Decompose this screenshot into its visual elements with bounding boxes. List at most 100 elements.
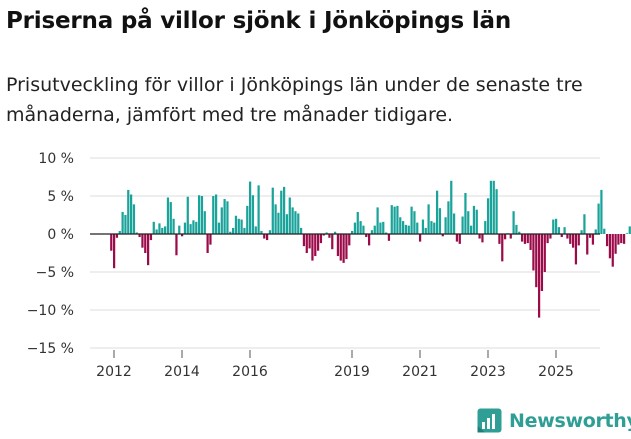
bar [127, 189, 130, 234]
bar [257, 185, 260, 234]
bar [523, 234, 527, 244]
bar [495, 189, 498, 234]
bar [172, 218, 175, 234]
bar [520, 234, 524, 242]
bar [277, 212, 280, 234]
bar [121, 211, 124, 234]
bar [240, 219, 243, 234]
bar [308, 234, 311, 249]
bar [333, 231, 337, 234]
y-tick-label: 0 % [47, 227, 74, 243]
bar [603, 228, 606, 234]
bar [192, 220, 195, 234]
bar [348, 234, 351, 246]
bar [410, 206, 413, 234]
bar [299, 227, 303, 234]
bar [455, 234, 459, 242]
bar [305, 234, 308, 253]
bar [518, 231, 521, 234]
bar [147, 234, 150, 266]
y-tick-label: −5 % [36, 265, 74, 281]
bar [427, 204, 430, 234]
bar [552, 219, 555, 234]
bar [373, 225, 376, 234]
bar [243, 227, 246, 234]
bar [274, 204, 277, 234]
bar [441, 234, 444, 237]
bar [407, 225, 410, 234]
bar [282, 186, 286, 234]
bar [540, 234, 544, 291]
bar [577, 234, 580, 246]
bar [447, 201, 450, 234]
bar [580, 230, 583, 234]
bar [328, 234, 331, 238]
bar [376, 207, 379, 234]
bar [229, 231, 232, 234]
bar [226, 201, 229, 234]
bar [263, 234, 266, 239]
bar [359, 221, 362, 234]
bar [350, 230, 354, 234]
x-tick-label: 2025 [538, 364, 574, 380]
bar [608, 234, 612, 259]
newsworthy-logo-icon [477, 408, 502, 433]
bar [384, 232, 388, 234]
bar [404, 224, 408, 234]
bar [214, 194, 218, 234]
bar [345, 234, 348, 260]
bar [353, 222, 357, 234]
bar [246, 205, 249, 234]
bar [356, 211, 359, 234]
bar [583, 214, 586, 234]
bar [203, 211, 206, 234]
x-tick-label: 2014 [164, 364, 200, 380]
bar [382, 221, 385, 234]
bar [379, 222, 382, 234]
bar [175, 234, 178, 256]
bar [197, 195, 201, 234]
bar [622, 234, 626, 244]
bar [461, 216, 464, 234]
bar [325, 232, 328, 234]
bar [401, 221, 405, 234]
y-tick-label: −10 % [27, 303, 74, 319]
bar [223, 199, 226, 234]
bar [549, 234, 552, 239]
x-axis: 2012 2014 2016 2019 2021 2023 2025 [96, 350, 574, 380]
bar [469, 225, 473, 234]
bar [387, 234, 391, 241]
bar [302, 234, 306, 247]
bar [291, 207, 294, 234]
bar [183, 222, 187, 234]
bar [220, 207, 223, 234]
bar [614, 234, 617, 254]
bar [501, 234, 504, 262]
bar [130, 194, 133, 234]
bar [571, 234, 575, 248]
bar [484, 221, 487, 234]
bar [294, 211, 297, 234]
bar [444, 217, 447, 234]
bar [212, 196, 215, 234]
chart-title: Priserna på villor sjönk i Jönköpings lä… [6, 8, 512, 34]
bar [149, 234, 153, 241]
bar [481, 234, 484, 243]
x-tick-label: 2023 [470, 364, 506, 380]
bar [458, 234, 461, 244]
bar [254, 226, 257, 234]
bar [118, 230, 121, 234]
bar [138, 234, 141, 238]
bar [430, 221, 433, 234]
bar [543, 234, 546, 272]
x-tick-label: 2012 [96, 364, 132, 380]
x-tick-label: 2021 [402, 364, 438, 380]
bar [316, 234, 320, 251]
bar [625, 233, 629, 234]
grid-lines [90, 157, 600, 349]
bar [503, 234, 507, 240]
y-tick-label: 5 % [47, 189, 74, 205]
y-tick-label: −15 % [27, 341, 74, 357]
bar [144, 234, 147, 253]
